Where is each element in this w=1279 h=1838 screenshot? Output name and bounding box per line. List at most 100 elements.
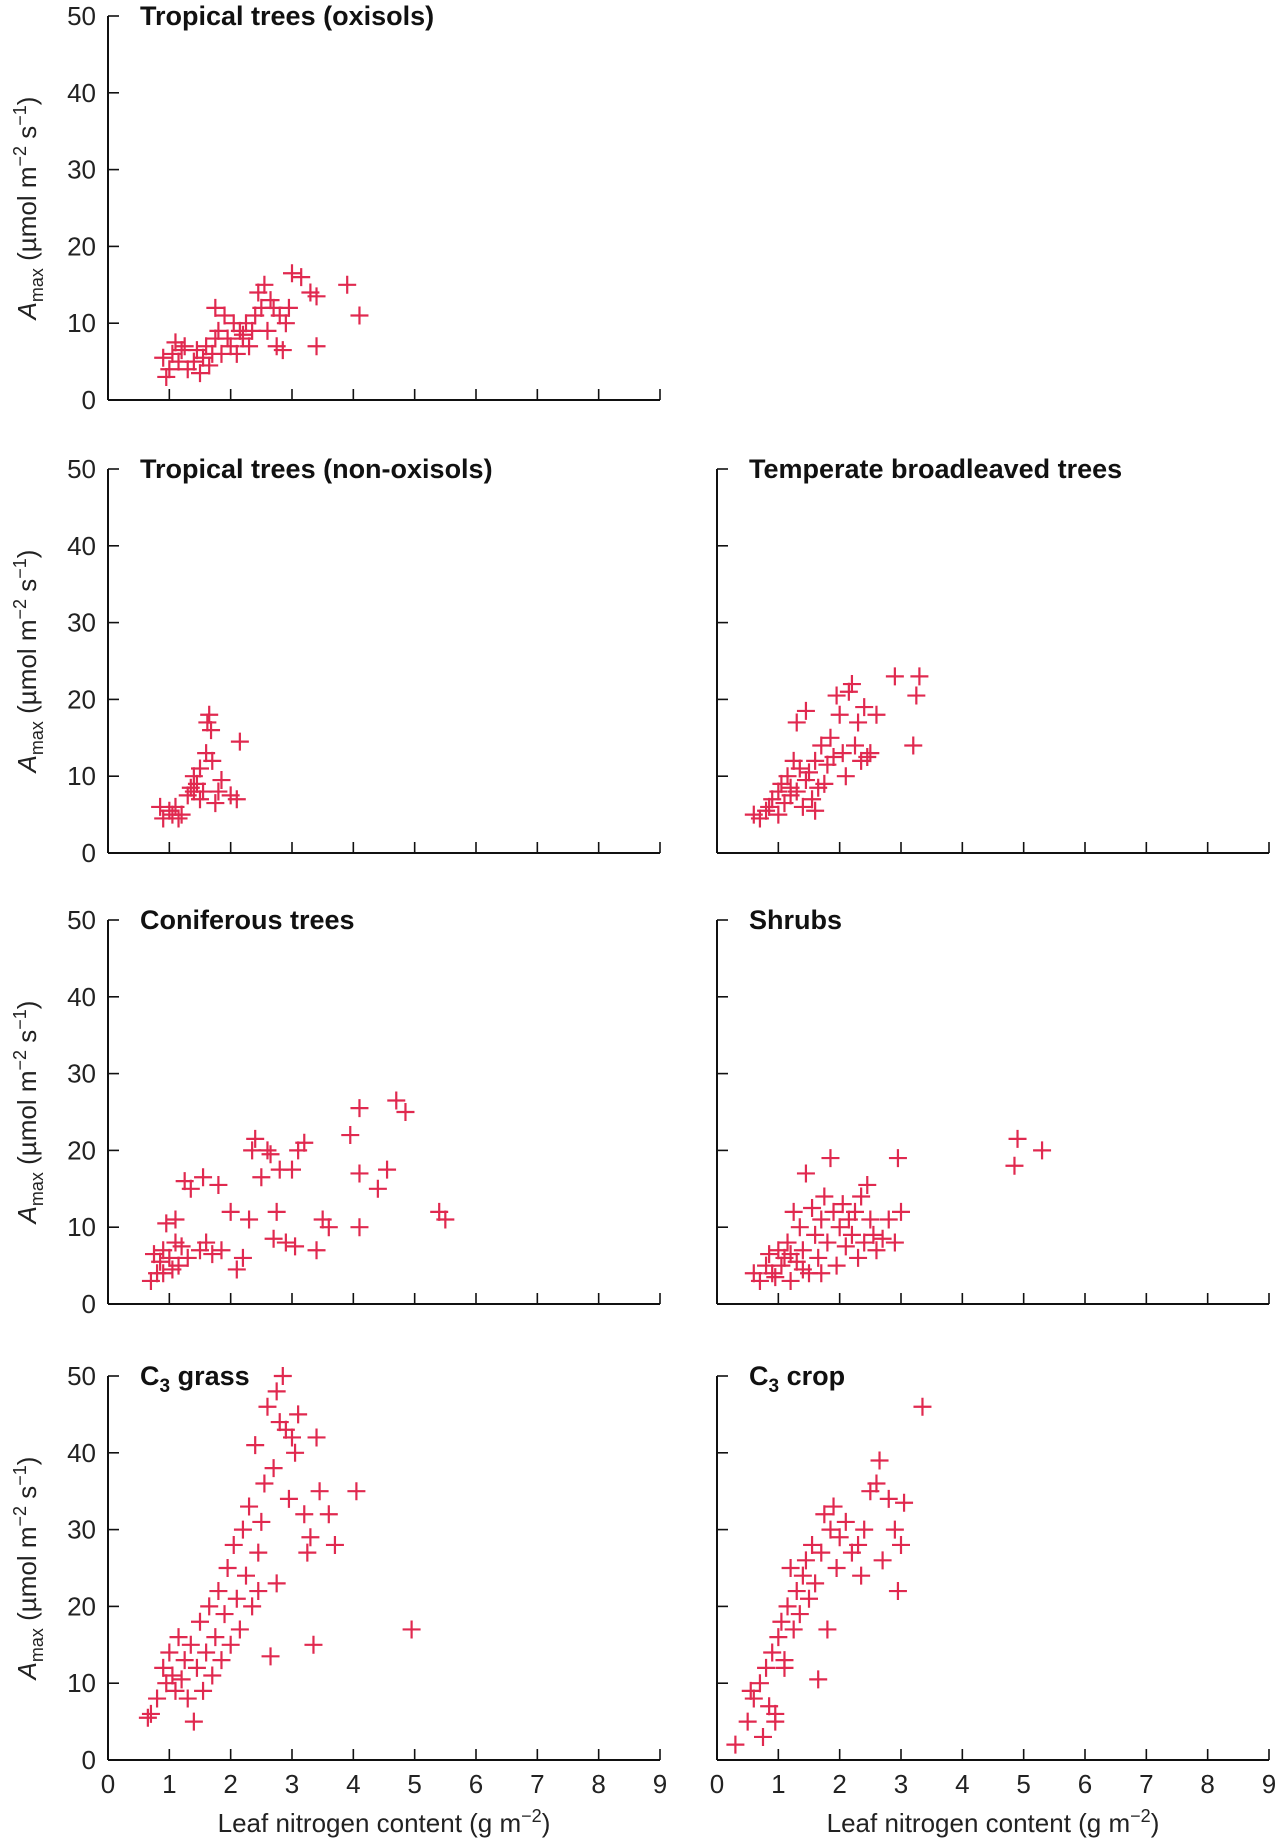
y-tick-label: 10	[67, 308, 96, 338]
data-point-marker	[821, 1520, 840, 1539]
data-point-marker	[191, 364, 209, 383]
y-tick-label: 10	[67, 1668, 96, 1698]
data-point-marker	[215, 306, 234, 325]
data-point-marker	[255, 1474, 274, 1493]
y-tick-label: 30	[67, 155, 96, 185]
data-point-marker	[741, 1681, 760, 1700]
data-point-marker	[793, 1260, 812, 1279]
data-point-marker	[852, 1187, 871, 1206]
y-tick-label: 10	[67, 1212, 96, 1242]
y-tick-label: 30	[67, 1059, 96, 1089]
x-tick-label: 4	[346, 1769, 360, 1799]
x-tick-label: 1	[771, 1769, 785, 1799]
y-tick-label: 40	[67, 531, 96, 561]
data-point-marker	[873, 1229, 892, 1248]
data-point-marker	[243, 1141, 262, 1160]
data-point-marker	[227, 1260, 246, 1279]
data-point-marker	[738, 1712, 757, 1731]
data-point-marker	[815, 774, 834, 793]
data-point-marker	[166, 1681, 185, 1700]
x-tick-label: 3	[894, 1769, 908, 1799]
data-point-marker	[172, 341, 191, 360]
data-point-marker	[836, 1512, 855, 1531]
x-tick-label: 7	[530, 1769, 544, 1799]
data-point-marker	[279, 298, 298, 317]
y-tick-label: 20	[67, 684, 96, 714]
data-point-marker	[227, 1589, 246, 1608]
data-point-marker	[436, 1210, 455, 1229]
data-point-marker	[888, 1149, 907, 1168]
data-point-marker	[249, 1582, 268, 1601]
data-point-marker	[396, 1103, 415, 1121]
data-point-marker	[338, 275, 357, 294]
y-axis-title: Amax (µmol m−2 s−1)	[10, 97, 47, 322]
data-point-marker	[227, 344, 246, 363]
data-point-marker	[301, 1528, 320, 1547]
data-point-marker	[221, 1202, 240, 1221]
data-point-marker	[892, 1202, 910, 1221]
data-point-marker	[172, 1237, 191, 1256]
panel-title: C3 grass	[140, 1361, 250, 1397]
data-point-marker	[319, 1218, 338, 1237]
data-point-marker	[154, 1264, 173, 1283]
data-point-marker	[178, 1689, 197, 1708]
data-point-marker	[175, 337, 194, 356]
data-point-marker	[818, 1233, 837, 1252]
data-point-marker	[166, 1210, 185, 1229]
data-point-marker	[157, 367, 176, 386]
data-point-marker	[191, 759, 209, 778]
data-point-marker	[754, 1727, 772, 1746]
data-point-marker	[827, 686, 846, 705]
data-point-marker	[842, 675, 861, 694]
data-point-marker	[341, 1126, 360, 1145]
data-point-marker	[151, 797, 170, 816]
data-point-marker	[206, 1628, 225, 1647]
data-point-marker	[197, 1233, 216, 1252]
data-point-marker	[812, 1264, 831, 1283]
data-point-marker	[141, 1704, 160, 1723]
data-point-marker	[283, 1160, 301, 1179]
data-point-marker	[243, 1597, 262, 1616]
scatter-panel-4: 0 10 20 30 40 50 Coniferous trees Amax (µmol m−…	[10, 905, 661, 1319]
data-point-marker	[206, 298, 225, 317]
data-point-marker	[218, 1559, 237, 1577]
data-point-marker	[781, 778, 800, 797]
data-point-marker	[904, 736, 923, 755]
data-point-marker	[276, 1233, 295, 1252]
x-axis-title: Leaf nitrogen content (g m−2)	[827, 1806, 1160, 1838]
data-point-marker	[212, 771, 231, 790]
data-point-marker	[757, 801, 776, 820]
y-tick-label: 0	[82, 1289, 96, 1319]
data-point-marker	[858, 748, 877, 766]
data-point-marker	[726, 1735, 745, 1754]
data-point-marker	[888, 1582, 907, 1601]
data-point-marker	[295, 1133, 314, 1152]
data-point-marker	[772, 1256, 791, 1275]
data-point-marker	[264, 1459, 283, 1478]
data-point-marker	[796, 701, 815, 720]
data-point-marker	[243, 321, 262, 340]
data-point-marker	[350, 306, 369, 325]
data-point-marker	[852, 1566, 871, 1585]
data-point-marker	[796, 771, 815, 790]
data-point-marker	[1033, 1141, 1052, 1160]
data-point-marker	[172, 805, 191, 824]
data-point-marker	[775, 1658, 794, 1677]
data-point-marker	[815, 1187, 834, 1206]
data-point-marker	[855, 698, 874, 717]
data-point-marker	[169, 1256, 188, 1275]
data-point-marker	[209, 1582, 228, 1601]
data-point-marker	[800, 1589, 818, 1608]
data-point-marker	[879, 1489, 898, 1508]
data-point-marker	[885, 1520, 904, 1539]
data-point-marker	[769, 782, 788, 801]
data-point-marker	[824, 748, 843, 766]
data-point-marker	[796, 1164, 815, 1183]
data-point-marker	[319, 1505, 338, 1524]
data-point-marker	[784, 1620, 803, 1639]
data-point-marker	[286, 1443, 305, 1462]
data-point-marker	[347, 1482, 366, 1501]
data-point-marker	[855, 1233, 874, 1252]
data-point-marker	[790, 1218, 809, 1237]
